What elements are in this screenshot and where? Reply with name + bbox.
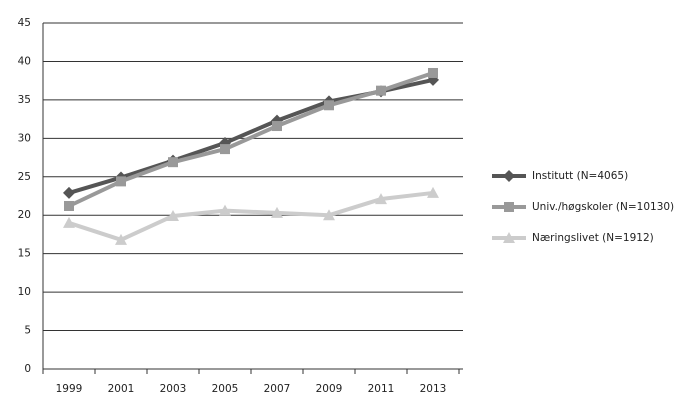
- y-tick-label: 40: [18, 55, 31, 67]
- marker: [168, 157, 178, 168]
- line: [68, 190, 434, 242]
- marker: [323, 209, 335, 221]
- legend-label: Univ./høgskoler (N=10130): [532, 201, 674, 213]
- y-tick-label: 15: [18, 248, 31, 260]
- marker: [219, 204, 231, 216]
- marker: [503, 232, 515, 243]
- series: [63, 186, 439, 245]
- marker: [271, 206, 283, 218]
- marker: [504, 202, 514, 212]
- x-tick-label: 2003: [160, 383, 187, 395]
- x-tick-label: 2005: [212, 383, 239, 395]
- y-tick-label: 35: [18, 94, 31, 106]
- marker: [116, 176, 126, 187]
- y-tick-label: 5: [24, 325, 31, 337]
- marker: [428, 67, 438, 78]
- marker: [375, 193, 387, 205]
- marker: [220, 144, 230, 155]
- marker: [64, 200, 74, 211]
- line: [68, 71, 434, 208]
- y-tick-label: 30: [18, 132, 31, 144]
- x-tick-label: 2013: [420, 383, 447, 395]
- y-tick-label: 25: [18, 171, 31, 183]
- series: [64, 67, 438, 211]
- marker: [63, 216, 75, 228]
- x-tick-label: 2009: [316, 383, 343, 395]
- marker: [427, 186, 439, 198]
- marker: [167, 209, 179, 221]
- y-tick-label: 45: [18, 17, 31, 29]
- marker: [324, 100, 334, 111]
- marker: [503, 170, 515, 182]
- marker: [376, 85, 386, 96]
- y-tick-label: 10: [18, 286, 31, 298]
- marker: [115, 233, 127, 245]
- x-tick-label: 2001: [108, 383, 135, 395]
- x-tick-label: 2007: [264, 383, 291, 395]
- y-tick-label: 20: [18, 209, 31, 221]
- legend-label: Næringslivet (N=1912): [532, 232, 654, 244]
- y-tick-label: 0: [24, 363, 31, 375]
- legend-label: Institutt (N=4065): [532, 170, 628, 182]
- marker: [63, 186, 75, 199]
- x-tick-label: 2011: [368, 383, 395, 395]
- x-tick-label: 1999: [56, 383, 83, 395]
- marker: [272, 121, 282, 132]
